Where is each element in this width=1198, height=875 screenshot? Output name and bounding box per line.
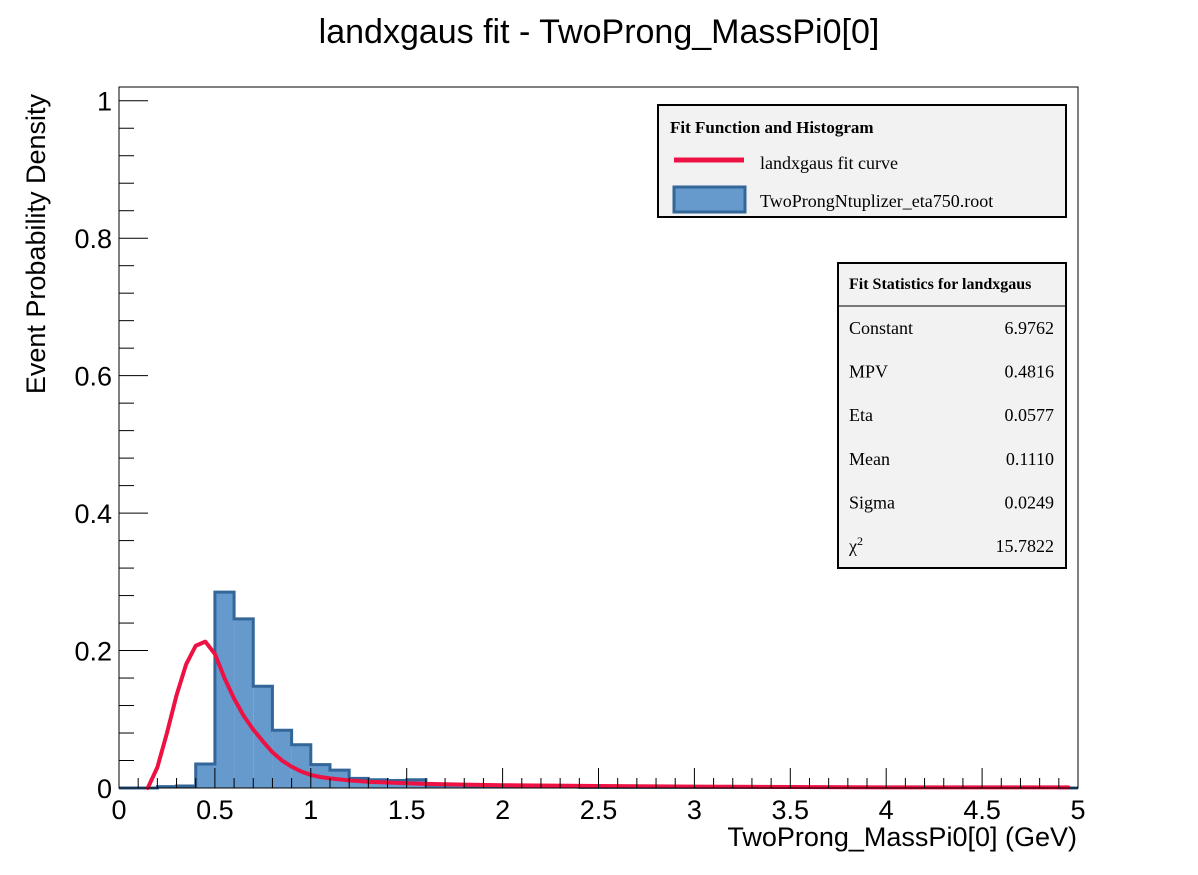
y-axis-ticks: [119, 100, 148, 789]
stats-row-label: Constant: [849, 318, 913, 338]
stats-box-title: Fit Statistics for landxgaus: [849, 276, 1031, 293]
x-tick-label: 3.5: [772, 795, 810, 825]
stats-row-label: Mean: [849, 449, 890, 469]
stats-row-label: Eta: [849, 405, 873, 425]
x-tick-label: 1: [303, 795, 318, 825]
y-tick-label: 0.8: [74, 224, 112, 254]
stats-row-value: 0.0577: [1005, 405, 1055, 425]
y-tick-label: 1: [97, 87, 112, 117]
x-tick-label: 3: [687, 795, 702, 825]
y-tick-label: 0.2: [74, 637, 112, 667]
y-tick-label: 0.4: [74, 499, 112, 529]
legend-entry-fit: landxgaus fit curve: [760, 153, 898, 173]
stats-row-value: 0.0249: [1005, 492, 1055, 512]
x-tick-label: 0: [111, 795, 126, 825]
x-axis-tick-labels: 0 0.5 1 1.5 2 2.5 3 3.5 4 4.5 5: [111, 795, 1085, 825]
legend-entry-hist: TwoProngNtuplizer_eta750.root: [760, 191, 993, 211]
fit-curve-line: [145, 639, 1071, 790]
x-axis-label: TwoProng_MassPi0[0] (GeV): [727, 822, 1077, 852]
legend-title: Fit Function and Histogram: [670, 118, 874, 137]
x-tick-label: 1.5: [388, 795, 426, 825]
chart-title: landxgaus fit - TwoProng_MassPi0[0]: [319, 13, 880, 51]
fit-statistics-box: Fit Statistics for landxgaus Constant 6.9…: [837, 262, 1067, 569]
x-axis-ticks: [118, 768, 1079, 788]
stats-box-frame: [837, 262, 1067, 569]
x-tick-label: 5: [1070, 795, 1085, 825]
histogram-bars: [157, 592, 1059, 788]
x-tick-label: 0.5: [196, 795, 234, 825]
y-tick-label: 0: [97, 774, 112, 804]
x-tick-label: 4.5: [963, 795, 1001, 825]
stats-row-value: 0.1110: [1006, 449, 1054, 469]
y-tick-label: 0.6: [74, 362, 112, 392]
histogram-bar: [195, 763, 215, 788]
histogram-bar: [291, 744, 311, 788]
histogram-bar: [214, 592, 235, 788]
stats-row-label-superscript: 2: [857, 534, 863, 548]
legend-hist-swatch: [672, 185, 747, 214]
histogram-bar: [234, 618, 254, 788]
y-axis-tick-labels: 0 0.2 0.4 0.6 0.8 1: [74, 87, 112, 804]
x-tick-label: 2.5: [580, 795, 618, 825]
histogram-bar: [349, 778, 369, 788]
legend: Fit Function and Histogram landxgaus fit…: [657, 104, 1067, 218]
x-tick-label: 4: [879, 795, 894, 825]
histogram-bar: [253, 686, 273, 788]
stats-rows: Constant 6.9762 MPV 0.4816 Eta 0.0577 Mean 0.11…: [848, 318, 1054, 556]
y-axis-label: Event Probability Density: [21, 94, 51, 395]
stats-row-value: 0.4816: [1005, 362, 1055, 382]
stats-row-value: 6.9762: [1005, 318, 1055, 338]
stats-row-label: Sigma: [849, 492, 895, 512]
stats-row-value: 15.7822: [996, 536, 1055, 556]
stats-row-label: MPV: [849, 362, 888, 382]
x-tick-label: 2: [495, 795, 510, 825]
